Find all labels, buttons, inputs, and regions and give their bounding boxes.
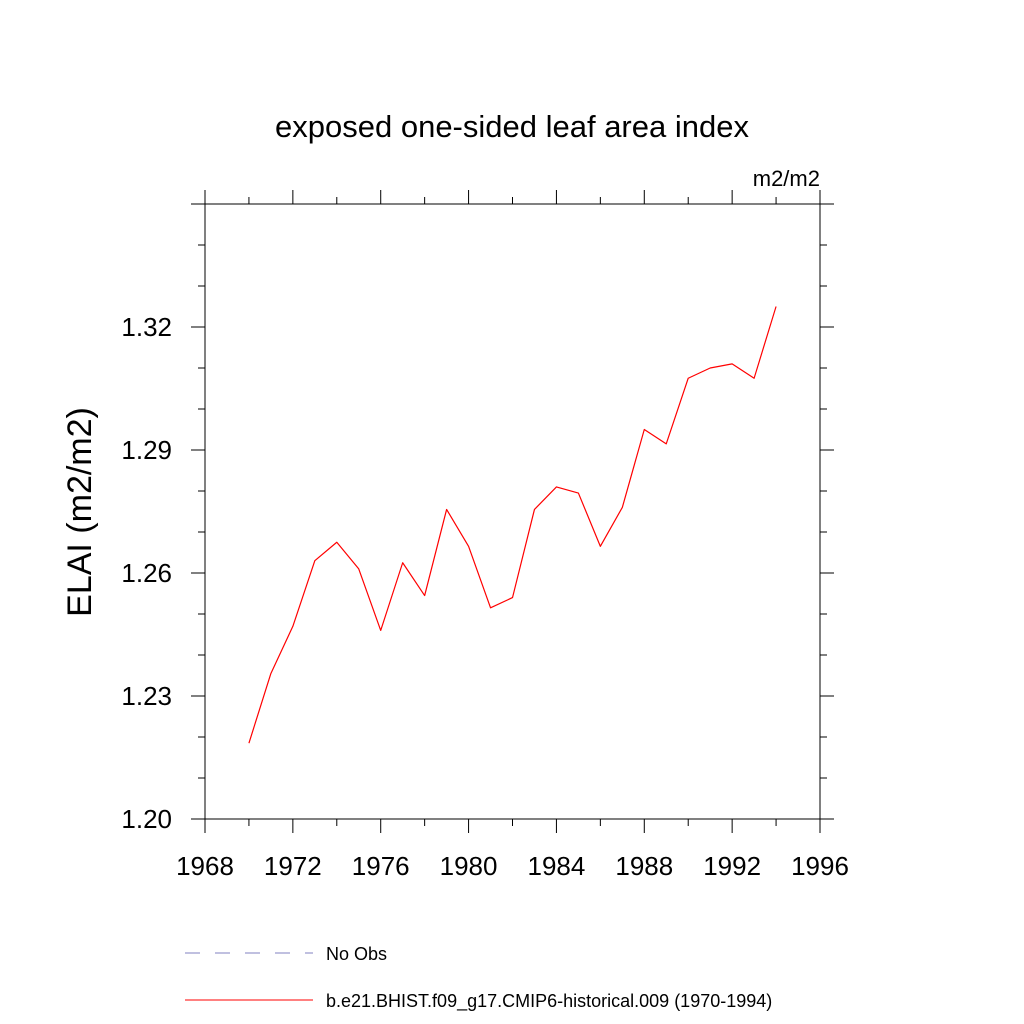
- series-layer: [248, 306, 777, 744]
- series-line-0: [248, 306, 777, 744]
- x-tick-label: 1980: [440, 851, 498, 881]
- legend-label-0: No Obs: [326, 944, 387, 964]
- x-tick-label: 1972: [264, 851, 322, 881]
- x-tick-label: 1996: [791, 851, 849, 881]
- legend: No Obs b.e21.BHIST.f09_g17.CMIP6-historic…: [185, 944, 772, 1012]
- y-axis-label: ELAI (m2/m2): [61, 407, 99, 617]
- x-tick-label: 1992: [703, 851, 761, 881]
- x-tick-label: 1976: [352, 851, 410, 881]
- x-tick-label: 1968: [176, 851, 234, 881]
- y-tick-label: 1.23: [121, 681, 172, 711]
- y-tick-label: 1.32: [121, 312, 172, 342]
- y-tick-label: 1.20: [121, 804, 172, 834]
- y-tick-label: 1.29: [121, 435, 172, 465]
- units-label: m2/m2: [753, 166, 820, 191]
- plot-frame: [204, 203, 821, 820]
- chart-title: exposed one-sided leaf area index: [275, 109, 749, 144]
- legend-label-1: b.e21.BHIST.f09_g17.CMIP6-historical.009…: [326, 991, 772, 1012]
- axis-ticks: [191, 190, 834, 833]
- tick-labels: 1968 1972 1976 1980 1984 1988 1992 1996 1.20 1.23…: [121, 312, 849, 881]
- x-tick-label: 1984: [528, 851, 586, 881]
- x-tick-label: 1988: [615, 851, 673, 881]
- y-tick-label: 1.26: [121, 558, 172, 588]
